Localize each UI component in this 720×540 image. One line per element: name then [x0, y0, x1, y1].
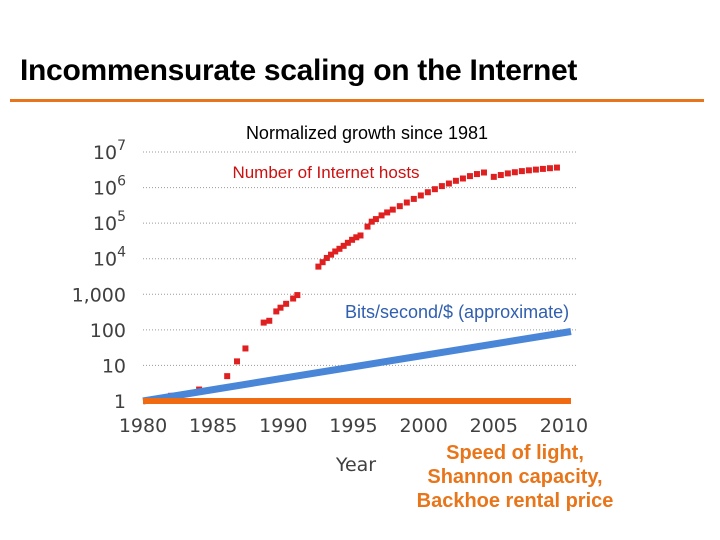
series-point-hosts [323, 254, 330, 261]
x-axis-tick-labels: 1980 1985 1990 1995 2000 2005 2010 [119, 415, 588, 437]
series-point-hosts [452, 177, 459, 184]
series-point-hosts [553, 164, 560, 171]
series-point-hosts [378, 212, 385, 219]
x-tick-label: 2005 [470, 415, 518, 437]
x-tick-label: 1995 [329, 415, 377, 437]
series-point-hosts [372, 216, 379, 223]
series-point-hosts [546, 165, 553, 172]
series-point-hosts [357, 232, 364, 239]
series-point-hosts [525, 167, 532, 174]
grid-lines [143, 151, 578, 366]
chart-title: Normalized growth since 1981 [246, 123, 488, 143]
caption-line-3: Backhoe rental price [416, 490, 614, 512]
slide-title: Incommensurate scaling on the Internet [20, 54, 578, 87]
series-point-hosts [260, 319, 267, 326]
series-point-hosts [319, 259, 326, 266]
x-tick-label: 2000 [399, 415, 447, 437]
series-point-hosts [290, 295, 297, 302]
y-tick-label: 106 [93, 174, 126, 200]
series-point-hosts [336, 245, 343, 252]
x-tick-label: 1990 [259, 415, 307, 437]
series-point-hosts [349, 236, 356, 243]
series-point-hosts [277, 304, 284, 311]
series-label-hosts: Number of Internet hosts [232, 163, 419, 182]
y-tick-label: 104 [93, 245, 126, 271]
series-point-hosts [518, 168, 525, 175]
y-tick-label: 107 [93, 138, 126, 164]
x-tick-label: 2010 [540, 415, 588, 437]
x-tick-label: 1980 [119, 415, 167, 437]
y-tick-label: 1,000 [72, 284, 126, 306]
series-point-hosts [294, 292, 301, 299]
caption-line-2: Shannon capacity, [427, 466, 603, 488]
y-tick-label: 100 [90, 320, 126, 342]
y-tick-label: 105 [93, 209, 126, 235]
series-point-hosts [384, 209, 391, 216]
x-axis-label: Year [335, 454, 376, 476]
series-point-hosts [424, 189, 431, 196]
series-point-hosts [504, 170, 511, 177]
series-point-hosts [364, 223, 371, 230]
series-point-hosts [410, 195, 417, 202]
x-tick-label: 1985 [189, 415, 237, 437]
y-axis-tick-labels: 1 10 100 1,000 104 105 106 107 [72, 138, 126, 413]
series-point-hosts [332, 248, 339, 255]
series-point-hosts [431, 186, 438, 193]
series-point-hosts [224, 373, 231, 380]
series-point-hosts [490, 173, 497, 180]
series-marks [142, 164, 572, 405]
series-label-bits-per-dollar: Bits/second/$ (approximate) [345, 302, 569, 322]
series-point-hosts [480, 169, 487, 176]
series-point-hosts [459, 175, 466, 182]
series-point-hosts [445, 180, 452, 187]
series-point-hosts [315, 263, 322, 270]
flat-line-caption: Speed of light, Shannon capacity, Backho… [370, 441, 660, 513]
series-point-hosts [539, 165, 546, 172]
series-point-hosts [328, 251, 335, 258]
series-point-hosts [532, 166, 539, 173]
series-point-hosts [403, 199, 410, 206]
y-tick-label: 1 [114, 391, 126, 413]
title-rule [10, 99, 704, 102]
series-point-hosts [273, 308, 280, 315]
series-point-hosts [234, 358, 241, 365]
series-point-hosts [283, 300, 290, 307]
caption-line-1: Speed of light, [446, 442, 584, 464]
series-point-hosts [497, 172, 504, 179]
series-point-hosts [473, 171, 480, 178]
series-point-hosts [417, 192, 424, 199]
series-point-hosts [438, 183, 445, 190]
series-point-hosts [344, 239, 351, 246]
series-point-hosts [266, 317, 273, 324]
series-line-bits-per-dollar [142, 328, 572, 405]
series-point-hosts [466, 173, 473, 180]
series-point-hosts [353, 234, 360, 241]
series-point-hosts [242, 345, 249, 352]
y-tick-label: 10 [102, 355, 126, 377]
series-point-hosts [511, 169, 518, 176]
series-point-hosts [368, 218, 375, 225]
series-point-hosts [389, 206, 396, 213]
series-point-hosts [396, 203, 403, 210]
series-point-hosts [340, 242, 347, 249]
